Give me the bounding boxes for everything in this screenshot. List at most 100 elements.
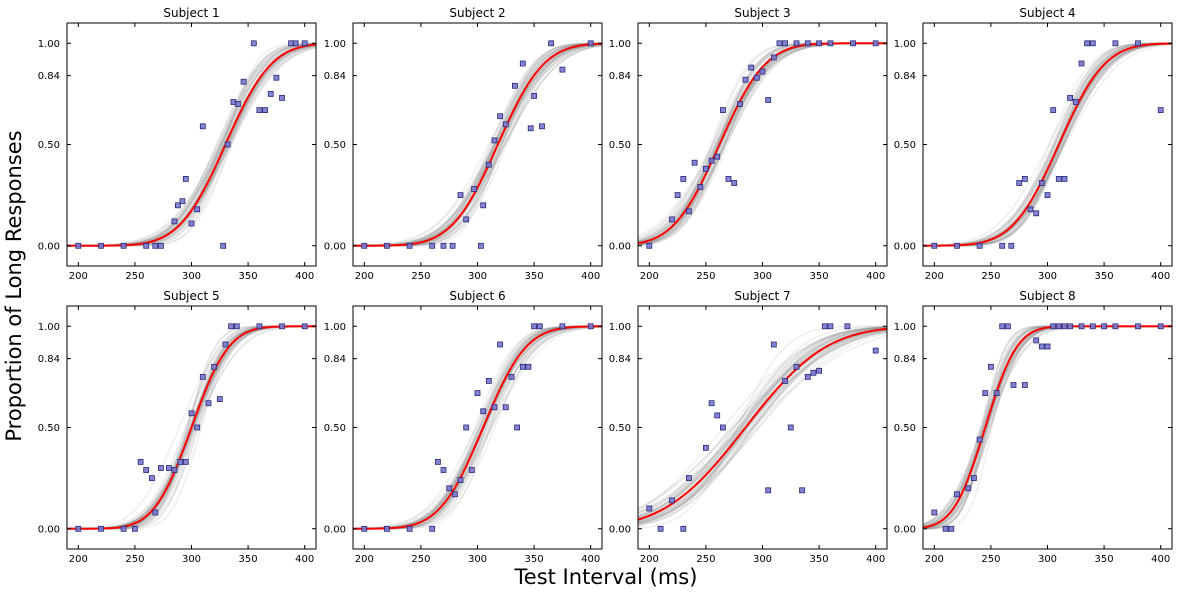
posterior-sample-curve (353, 43, 602, 247)
posterior-sample-curve (353, 42, 602, 247)
data-point (216, 396, 223, 403)
x-tick-label: 250 (696, 554, 715, 565)
posterior-sample-curve (923, 42, 1172, 247)
data-point (669, 216, 675, 223)
data-point (463, 424, 470, 431)
posterior-sample-curve (923, 42, 1172, 247)
posterior-sample-curve (923, 42, 1172, 247)
data-point (449, 242, 456, 249)
posterior-sample-curve (353, 42, 602, 247)
plot-area (353, 323, 602, 532)
data-point (120, 242, 127, 249)
posterior-sample-curve (923, 42, 1172, 247)
data-point (262, 107, 269, 113)
posterior-sample-curve (923, 42, 1172, 247)
subplot-title: Subject 2 (449, 6, 505, 20)
data-point (1038, 180, 1045, 186)
data-point (793, 40, 800, 47)
posterior-sample-curve (923, 42, 1172, 247)
data-point (182, 175, 189, 182)
posterior-sample-curve (67, 325, 316, 530)
data-point (686, 208, 692, 215)
posterior-sample-curve (353, 42, 602, 247)
data-point (708, 157, 715, 164)
y-tick-label: 0.00 (609, 524, 631, 535)
data-point (1078, 323, 1085, 330)
y-tick-label: 0.84 (324, 71, 346, 82)
data-point (714, 412, 721, 419)
data-point (273, 74, 280, 81)
subplot-3: 200 250 300 350 400 0.00 0.50 0.84 1.00 Subject 3 (609, 6, 888, 282)
y-tick-label: 1.00 (38, 39, 60, 50)
posterior-sample-curve (923, 42, 1172, 247)
data-point (657, 525, 664, 532)
data-point (816, 40, 822, 47)
x-tick-label: 300 (468, 271, 487, 282)
data-point (1044, 192, 1051, 199)
x-tick-label: 400 (295, 554, 314, 565)
posterior-sample-curve (923, 43, 1172, 247)
data-point (234, 101, 241, 107)
posterior-sample-curve (353, 42, 602, 247)
fit-curve (67, 325, 316, 530)
data-point (152, 242, 159, 249)
data-point (384, 242, 390, 249)
data-point (646, 242, 653, 249)
data-point (770, 341, 777, 348)
x-tick-label: 300 (182, 271, 201, 282)
data-point (1112, 323, 1119, 330)
data-point (804, 40, 811, 47)
data-point (199, 123, 206, 130)
y-tick-label: 0.00 (38, 524, 60, 535)
data-point (1089, 40, 1096, 47)
data-point (765, 97, 772, 103)
data-point (804, 373, 811, 380)
posterior-sample-curve (923, 42, 1172, 247)
data-point (1044, 343, 1051, 350)
data-point (993, 390, 1000, 397)
posterior-sample-curve (353, 43, 602, 247)
y-tick-label: 0.84 (609, 71, 631, 82)
data-point (1027, 206, 1034, 213)
data-point (182, 458, 189, 465)
data-point (1112, 40, 1119, 47)
data-point (152, 509, 159, 516)
posterior-sample-curve (353, 43, 602, 247)
data-point (708, 400, 715, 407)
data-point (942, 525, 949, 532)
data-point (514, 424, 520, 431)
posterior-sample-curve (638, 326, 887, 524)
x-tick-label: 300 (753, 554, 772, 565)
x-tick-label: 200 (640, 554, 659, 565)
data-point (753, 74, 760, 81)
data-point (1050, 323, 1057, 330)
data-point (759, 68, 766, 75)
data-point (539, 123, 545, 130)
posterior-sample-curve (638, 326, 887, 526)
data-point (519, 363, 526, 370)
y-tick-label: 1.00 (324, 39, 346, 50)
y-tick-label: 1.00 (609, 322, 631, 333)
posterior-sample-curve (923, 42, 1172, 247)
posterior-sample-curve (923, 42, 1172, 247)
posterior-sample-curve (638, 328, 887, 524)
plot-area (67, 323, 316, 532)
x-tick-label: 350 (239, 554, 258, 565)
y-tick-label: 0.00 (324, 524, 346, 535)
y-tick-label: 1.00 (324, 322, 346, 333)
subplot-5: 200 250 300 350 400 0.00 0.50 0.84 1.00 Subject 5 (38, 289, 317, 565)
posterior-sample-curve (353, 44, 602, 247)
data-point (810, 369, 817, 376)
data-point (1157, 323, 1164, 330)
data-point (194, 424, 201, 431)
x-tick-label: 350 (1095, 554, 1114, 565)
posterior-sample-curve (638, 329, 887, 521)
data-point (1008, 242, 1015, 249)
data-point (703, 165, 709, 172)
data-point (931, 509, 938, 516)
data-point (279, 323, 285, 330)
data-point (1061, 175, 1068, 182)
data-point (559, 66, 566, 73)
posterior-sample-curve (638, 326, 887, 525)
data-point (471, 186, 478, 192)
